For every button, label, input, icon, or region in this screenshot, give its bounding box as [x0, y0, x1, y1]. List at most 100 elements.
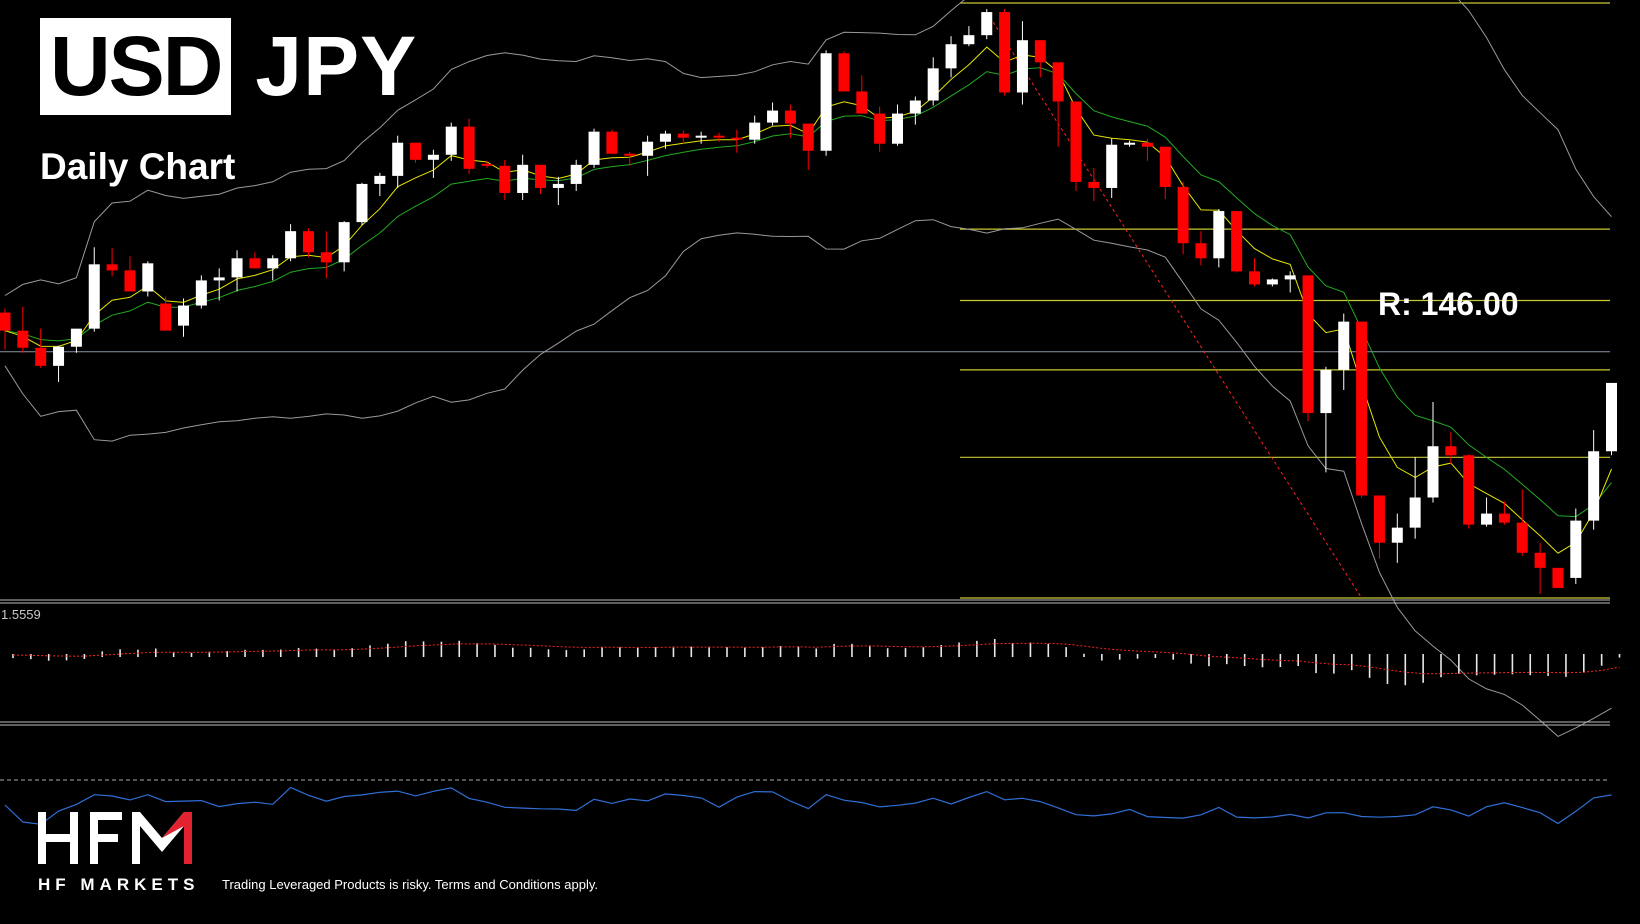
hfm-logo	[38, 812, 192, 864]
candle-body-8	[142, 263, 154, 292]
candle-body-7	[124, 270, 136, 292]
candle-body-87	[1552, 567, 1564, 588]
risk-disclaimer: Trading Leveraged Products is risky. Ter…	[222, 877, 598, 892]
candle-body-28	[499, 165, 511, 193]
candle-body-46	[820, 53, 832, 151]
candle-body-44	[784, 110, 796, 124]
candle-body-32	[570, 164, 582, 184]
candle-body-52	[927, 68, 939, 101]
candle-body-73	[1302, 275, 1314, 414]
candle-body-72	[1284, 275, 1296, 280]
candle-body-76	[1356, 321, 1368, 496]
bollinger-upper	[4, 0, 1612, 296]
candle-body-79	[1409, 497, 1421, 528]
candle-body-82	[1463, 455, 1475, 525]
candle-body-55	[981, 12, 993, 36]
candle-body-26	[463, 126, 475, 169]
candle-body-16	[285, 231, 297, 259]
candle-body-42	[749, 122, 761, 140]
candle-body-10	[178, 305, 189, 326]
candle-body-2	[35, 347, 47, 366]
candle-body-49	[874, 113, 886, 144]
candle-body-6	[106, 264, 118, 271]
hfm-logo-mark	[38, 812, 192, 864]
candle-body-50	[892, 113, 903, 144]
resistance-label: R: 146.00	[1378, 286, 1519, 322]
candle-body-27	[481, 163, 493, 166]
candle-body-30	[535, 164, 546, 188]
candle-body-60	[1070, 101, 1082, 182]
brand-name: HF MARKETS	[38, 875, 200, 894]
candle-body-14	[249, 258, 261, 269]
candle-body-56	[999, 12, 1011, 93]
candle-body-61	[1088, 181, 1100, 188]
timeframe-label: Daily Chart	[40, 146, 236, 187]
candle-body-71	[1266, 279, 1278, 285]
candle-body-75	[1338, 321, 1350, 370]
candle-body-48	[856, 91, 868, 114]
candle-body-74	[1320, 369, 1332, 414]
candle-body-0	[0, 312, 11, 331]
candle-body-66	[1177, 186, 1189, 244]
candle-body-43	[767, 110, 779, 123]
candle-body-69	[1231, 211, 1243, 272]
candle-body-70	[1249, 271, 1260, 285]
candle-body-20	[356, 183, 368, 223]
candle-body-15	[267, 258, 279, 269]
candle-body-36	[642, 141, 654, 156]
candle-body-54	[963, 35, 975, 45]
candle-body-90	[1606, 382, 1617, 452]
candle-body-53	[945, 44, 957, 69]
candle-body-41	[731, 137, 743, 140]
candle-body-58	[1034, 40, 1046, 63]
candle-body-77	[1373, 495, 1385, 543]
candle-body-24	[427, 154, 439, 160]
candle-body-37	[659, 133, 671, 142]
chart-title: USD JPY	[40, 18, 417, 115]
candle-body-65	[1159, 146, 1171, 187]
candle-body-29	[517, 164, 529, 193]
candle-body-19	[338, 222, 350, 263]
candle-body-68	[1213, 211, 1225, 259]
bollinger-lower	[4, 218, 1612, 737]
candle-body-62	[1106, 144, 1118, 188]
candle-body-17	[302, 231, 314, 253]
oscillator-signal-line	[12, 642, 1620, 675]
candle-body-63	[1124, 142, 1136, 145]
candle-body-45	[802, 123, 814, 151]
candle-body-33	[588, 131, 600, 165]
candle-body-51	[909, 100, 921, 114]
candle-body-78	[1391, 527, 1403, 543]
candle-body-64	[1141, 142, 1153, 147]
candle-body-88	[1570, 520, 1582, 578]
candle-body-9	[160, 303, 172, 331]
candle-body-86	[1534, 552, 1546, 568]
candle-body-85	[1516, 522, 1528, 553]
candle-body-1	[17, 330, 29, 348]
candle-body-40	[713, 135, 725, 138]
candle-body-38	[677, 133, 689, 138]
candle-body-23	[410, 142, 422, 160]
candle-body-3	[53, 346, 65, 366]
candle-body-47	[838, 53, 850, 92]
candle-body-25	[445, 126, 457, 155]
trend-line	[986, 11, 1363, 599]
oscillator-readout: 1.5559	[1, 607, 41, 622]
candle-body-57	[1016, 40, 1028, 93]
base-currency-label: USD	[40, 18, 232, 115]
candle-body-34	[606, 131, 618, 154]
candle-body-81	[1445, 446, 1457, 456]
candle-body-22	[392, 142, 404, 176]
candle-body-84	[1498, 513, 1510, 523]
candle-body-13	[231, 258, 243, 278]
candle-body-11	[195, 280, 207, 306]
quote-currency-label: JPY	[255, 19, 418, 113]
candle-body-35	[624, 153, 636, 156]
candle-body-89	[1588, 451, 1600, 521]
candle-body-83	[1481, 513, 1493, 525]
candle-body-5	[88, 264, 100, 329]
candle-body-4	[70, 328, 82, 347]
candle-body-80	[1427, 446, 1439, 498]
candle-body-59	[1052, 62, 1064, 102]
